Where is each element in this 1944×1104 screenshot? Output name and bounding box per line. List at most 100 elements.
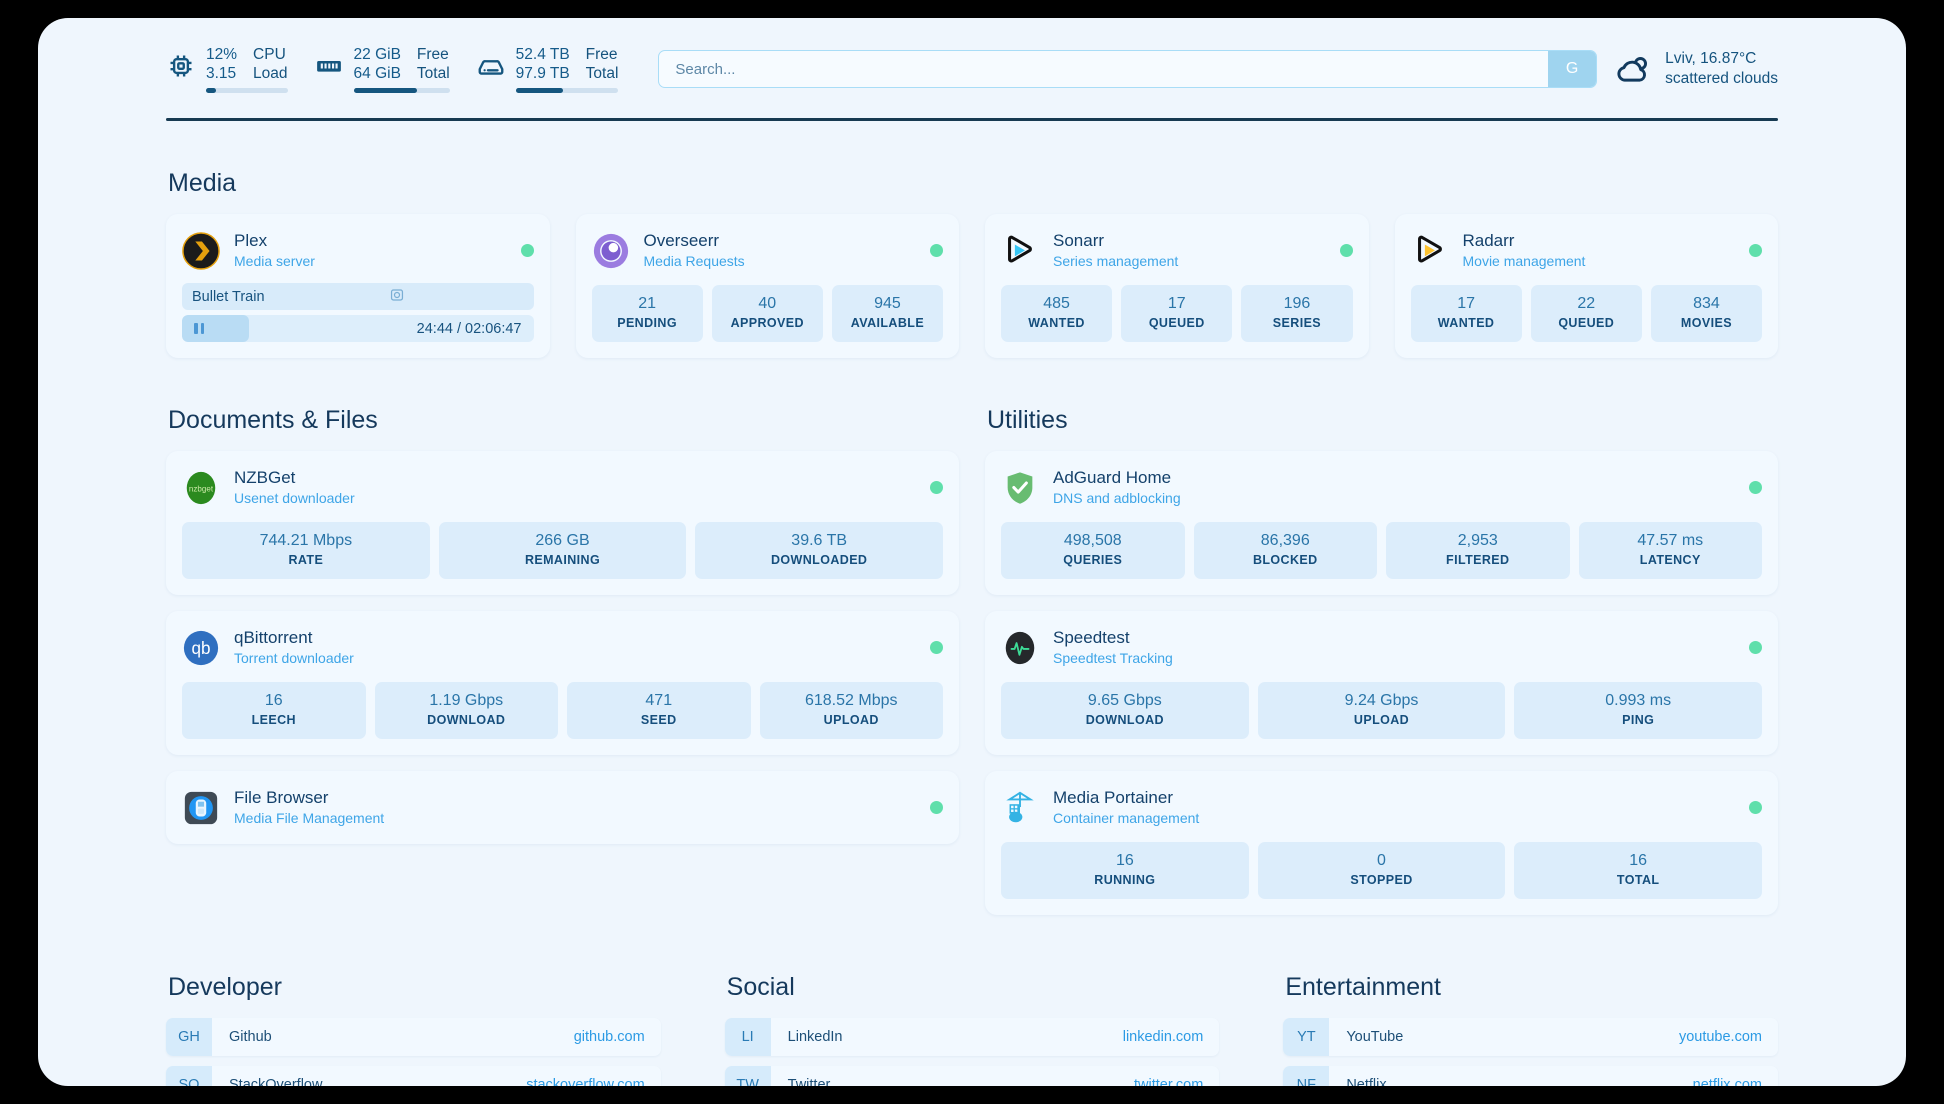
bookmark-url: twitter.com — [1134, 1077, 1204, 1086]
stat-label: QUEUED — [1558, 316, 1615, 330]
stat-tile: 618.52 Mbps UPLOAD — [759, 682, 943, 739]
bookmark-abbr: SO — [166, 1066, 212, 1086]
service-card-plex[interactable]: Plex Media server Bullet Train — [166, 214, 550, 358]
stat-value: 22 — [1577, 295, 1596, 312]
stat-tile: 834 MOVIES — [1650, 285, 1763, 342]
svg-text:qb: qb — [191, 639, 210, 658]
weather-location-temp: Lviv, 16.87°C — [1665, 50, 1757, 67]
stat-tile: 86,396 BLOCKED — [1193, 522, 1377, 579]
now-playing-title-row: Bullet Train — [182, 283, 534, 310]
stat-tile: 22 QUEUED — [1530, 285, 1642, 342]
stat-value: 1.19 Gbps — [429, 692, 504, 709]
ram-stick-icon — [314, 51, 344, 83]
stat-value: 47.57 ms — [1637, 532, 1704, 549]
disk-usage-bar-fill — [515, 88, 563, 93]
bookmark-item[interactable]: NF Netflix netflix.com — [1283, 1066, 1778, 1086]
service-name: File Browser — [234, 788, 329, 807]
bookmark-abbr: TW — [724, 1066, 771, 1086]
service-card-nzbget[interactable]: nzbget NZBGet Usenet downloader 74 — [166, 451, 959, 595]
status-indicator-dot — [1749, 244, 1762, 257]
service-card-adguard-home[interactable]: AdGuard Home DNS and adblocking 498,508 … — [985, 451, 1778, 595]
status-indicator-dot — [1749, 641, 1762, 654]
stat-label: SERIES — [1272, 316, 1322, 330]
stat-tile: 0 STOPPED — [1257, 842, 1506, 899]
bookmark-abbr: LI — [724, 1018, 771, 1056]
stat-label: STOPPED — [1350, 873, 1413, 887]
bookmark-item[interactable]: SO StackOverflow stackoverflow.com — [166, 1066, 661, 1086]
filebrowser-logo — [182, 789, 220, 827]
stat-value: 17 — [1457, 295, 1475, 312]
section-title-media: Media — [168, 169, 237, 197]
radarr-logo — [1411, 232, 1449, 270]
speedtest-logo — [1001, 629, 1039, 667]
service-subtitle: DNS and adblocking — [1053, 490, 1181, 506]
bookmark-item[interactable]: LI LinkedIn linkedin.com — [724, 1018, 1220, 1056]
media-card-grid: Plex Media server Bullet Train — [166, 214, 1778, 358]
bookmark-name: LinkedIn — [787, 1029, 843, 1045]
service-card-media-portainer[interactable]: Media Portainer Container management 16 … — [985, 771, 1778, 915]
stat-tile: 21 PENDING — [591, 285, 703, 342]
cpu-label-1: CPU — [253, 46, 286, 63]
disk-total-value: 97.9 TB — [515, 65, 570, 82]
bookmark-name: Twitter — [787, 1077, 831, 1086]
status-indicator-dot — [930, 801, 943, 814]
stat-value: 16 — [1629, 852, 1648, 869]
stat-tile: 16 RUNNING — [1001, 842, 1249, 899]
stat-value: 16 — [1115, 852, 1134, 869]
pause-icon[interactable] — [194, 323, 204, 334]
stat-value: 266 GB — [535, 532, 590, 549]
stat-value: 86,396 — [1260, 532, 1310, 549]
bookmark-name: Github — [229, 1029, 272, 1045]
portainer-logo — [1001, 789, 1039, 827]
stat-tile: 16 LEECH — [182, 682, 366, 739]
stat-tile: 945 AVAILABLE — [831, 285, 944, 342]
stat-value: 485 — [1043, 295, 1070, 312]
stat-tile: 498,508 QUERIES — [1001, 522, 1185, 579]
service-card-speedtest[interactable]: Speedtest Speedtest Tracking 9.65 Gbps D… — [985, 611, 1778, 755]
search-submit-button[interactable]: G — [1548, 51, 1597, 87]
stat-label: FILTERED — [1446, 553, 1510, 567]
bookmark-item[interactable]: GH Github github.com — [166, 1018, 661, 1056]
stat-tile: 196 SERIES — [1241, 285, 1353, 342]
service-name: NZBGet — [234, 468, 296, 487]
service-card-overseerr[interactable]: Overseerr Media Requests 21 PENDING 40 A… — [575, 214, 959, 358]
stat-label: REMAINING — [524, 553, 601, 567]
stat-tile: 17 QUEUED — [1121, 285, 1233, 342]
cast-icon[interactable] — [390, 288, 523, 306]
stat-tile: 744.21 Mbps RATE — [182, 522, 430, 579]
now-playing-time: 24:44 / 02:06:47 — [416, 320, 522, 337]
stat-value: 17 — [1167, 295, 1186, 312]
stat-value: 945 — [874, 295, 901, 312]
memory-label-1: Free — [416, 46, 449, 63]
stat-value: 40 — [758, 295, 777, 312]
weather-widget: Lviv, 16.87°C scattered clouds — [1615, 49, 1778, 89]
stat-label: WANTED — [1437, 316, 1495, 330]
cpu-usage-bar-fill — [206, 88, 216, 93]
stats-row: 21 PENDING 40 APPROVED 945 AVAILABLE — [591, 285, 944, 342]
stat-tile: 9.65 Gbps DOWNLOAD — [1001, 682, 1249, 739]
stats-row: 9.65 Gbps DOWNLOAD 9.24 Gbps UPLOAD 0.99… — [1001, 682, 1763, 739]
stat-value: 744.21 Mbps — [259, 532, 353, 549]
service-card-file-browser[interactable]: File Browser Media File Management — [166, 771, 959, 844]
service-card-qbittorrent[interactable]: qb qBittorrent Torrent downloader — [166, 611, 959, 755]
memory-usage-bar-fill — [353, 88, 417, 93]
top-bar: 12% 3.15 CPU Load — [166, 18, 1778, 110]
now-playing-progress-row[interactable]: 24:44 / 02:06:47 — [182, 315, 534, 342]
stat-label: TOTAL — [1616, 873, 1660, 887]
plex-logo — [182, 231, 220, 270]
stat-label: WANTED — [1028, 316, 1085, 330]
stat-tile: 0.993 ms PING — [1514, 682, 1763, 739]
service-card-radarr[interactable]: Radarr Movie management 17 WANTED 22 QUE… — [1394, 214, 1778, 358]
stat-value: 2,953 — [1457, 532, 1498, 549]
stat-tile: 9.24 Gbps UPLOAD — [1257, 682, 1506, 739]
stat-value: 9.65 Gbps — [1087, 692, 1162, 709]
bookmark-item[interactable]: TW Twitter twitter.com — [724, 1066, 1220, 1086]
service-name: Plex — [234, 231, 268, 250]
stat-label: DOWNLOAD — [1085, 713, 1164, 727]
bookmark-item[interactable]: YT YouTube youtube.com — [1283, 1018, 1778, 1056]
stat-label: DOWNLOAD — [427, 713, 506, 727]
service-card-sonarr[interactable]: Sonarr Series management 485 WANTED 17 Q… — [985, 214, 1369, 358]
search-input[interactable] — [659, 60, 1549, 78]
bookmark-name: Netflix — [1346, 1077, 1387, 1086]
search-box[interactable]: G — [658, 50, 1598, 88]
